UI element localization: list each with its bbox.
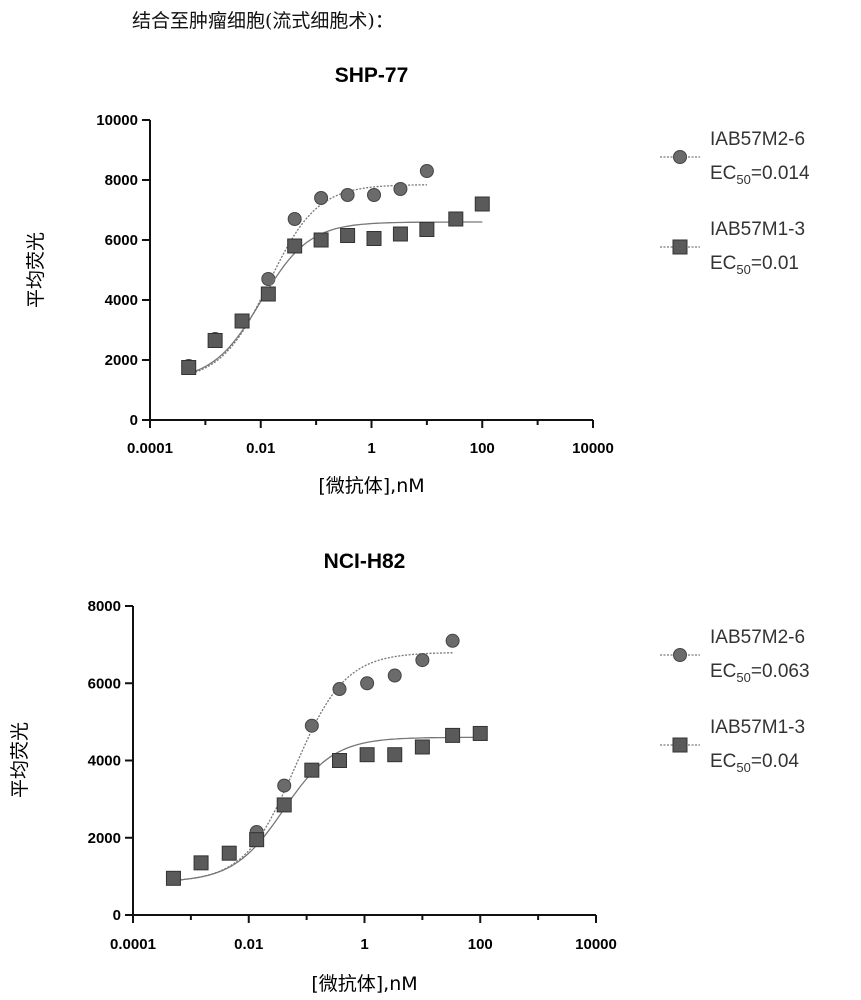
- x-tick-label: 1: [367, 440, 375, 457]
- legend-ec50: EC50=0.063: [710, 661, 810, 685]
- data-point: [445, 727, 461, 743]
- series-2: [181, 196, 490, 375]
- y-tick-label: 8000: [88, 598, 121, 615]
- y-tick-label: 8000: [105, 172, 138, 189]
- data-point: [472, 725, 488, 741]
- legend-item-1: IAB57M2-6 EC50=0.063: [660, 627, 810, 685]
- legend-name: IAB57M1-3: [710, 717, 805, 738]
- data-point: [366, 231, 382, 246]
- legend-marker: [673, 150, 687, 164]
- data-point: [181, 360, 197, 375]
- data-point: [360, 676, 375, 691]
- legend-marker: [673, 648, 687, 662]
- data-point: [287, 238, 303, 254]
- x-axis-label: [微抗体],nM: [318, 475, 424, 497]
- data-point: [207, 333, 223, 348]
- data-point: [340, 228, 356, 243]
- data-point: [415, 653, 430, 668]
- data-point: [234, 313, 250, 329]
- y-tick-label: 4000: [105, 292, 138, 309]
- data-point: [261, 272, 276, 286]
- legend-marker: [672, 239, 688, 255]
- y-axis-label: 平均荧光: [9, 722, 31, 798]
- data-point: [277, 778, 292, 793]
- data-point: [260, 286, 276, 302]
- y-tick-label: 6000: [88, 675, 121, 692]
- data-point: [249, 832, 265, 848]
- legend-marker: [672, 737, 688, 753]
- legend-item-2: IAB57M1-3 EC50=0.01: [660, 219, 805, 277]
- series-2: [165, 725, 488, 886]
- y-tick-label: 4000: [88, 753, 121, 770]
- x-tick-label: 1: [360, 936, 368, 953]
- y-tick-label: 0: [113, 907, 121, 924]
- data-point: [474, 196, 490, 212]
- x-tick-label: 0.01: [246, 440, 275, 457]
- chart-title: SHP-77: [335, 64, 409, 87]
- data-point: [193, 855, 209, 871]
- data-point: [287, 212, 302, 226]
- chart-shp-77: SHP-77 0 2000 4000 6000 8000 10000 0.0001 0.01 1 1…: [25, 64, 810, 497]
- y-tick-label: 6000: [105, 232, 138, 249]
- data-point: [165, 870, 181, 886]
- chart-title: NCI-H82: [324, 550, 406, 573]
- data-point: [332, 753, 348, 768]
- data-point: [304, 762, 320, 778]
- fit-curve: [188, 184, 427, 375]
- data-point: [419, 222, 435, 237]
- y-tick-label: 0: [130, 412, 138, 429]
- legend-ec50: EC50=0.01: [710, 253, 799, 277]
- x-tick-label: 0.01: [234, 936, 263, 953]
- legend-ec50: EC50=0.014: [710, 163, 810, 187]
- legend-item-1: IAB57M2-6 EC50=0.014: [660, 129, 810, 187]
- data-point: [393, 182, 408, 196]
- data-point: [445, 633, 460, 648]
- y-tick-label: 2000: [105, 352, 138, 369]
- data-point: [340, 188, 355, 202]
- legend-name: IAB57M2-6: [710, 129, 805, 150]
- data-point: [276, 797, 292, 813]
- x-tick-label: 100: [468, 936, 493, 953]
- x-axis-label: [微抗体],nM: [311, 973, 417, 995]
- legend-ec50: EC50=0.04: [710, 751, 799, 775]
- legend-name: IAB57M2-6: [710, 627, 805, 648]
- data-point: [313, 232, 329, 248]
- data-point: [392, 226, 408, 242]
- data-point: [332, 682, 347, 697]
- x-tick-label: 10000: [575, 936, 617, 953]
- data-point: [314, 191, 329, 205]
- legend-name: IAB57M1-3: [710, 219, 805, 240]
- y-tick-label: 2000: [88, 830, 121, 847]
- page-heading: 结合至肿瘤细胞(流式细胞术)：: [132, 10, 394, 32]
- y-axis-label: 平均荧光: [25, 232, 47, 308]
- x-tick-label: 0.0001: [110, 936, 156, 953]
- data-point: [414, 739, 430, 755]
- data-point: [304, 718, 319, 733]
- data-point: [221, 845, 237, 861]
- fit-curve: [173, 736, 481, 882]
- data-point: [387, 747, 403, 763]
- x-tick-label: 10000: [572, 440, 614, 457]
- data-point: [387, 668, 402, 683]
- data-point: [367, 188, 382, 202]
- data-point: [448, 211, 464, 227]
- y-tick-label: 10000: [96, 112, 138, 129]
- legend-item-2: IAB57M1-3 EC50=0.04: [660, 717, 805, 775]
- fit-curve: [188, 221, 483, 375]
- data-point: [359, 747, 375, 763]
- data-point: [419, 164, 434, 178]
- series-1: [166, 633, 460, 886]
- x-tick-label: 0.0001: [127, 440, 173, 457]
- chart-nci-h82: NCI-H82 0 2000 4000 6000 8000 0.0001 0.01 1 100 10…: [9, 550, 810, 995]
- x-tick-label: 100: [470, 440, 495, 457]
